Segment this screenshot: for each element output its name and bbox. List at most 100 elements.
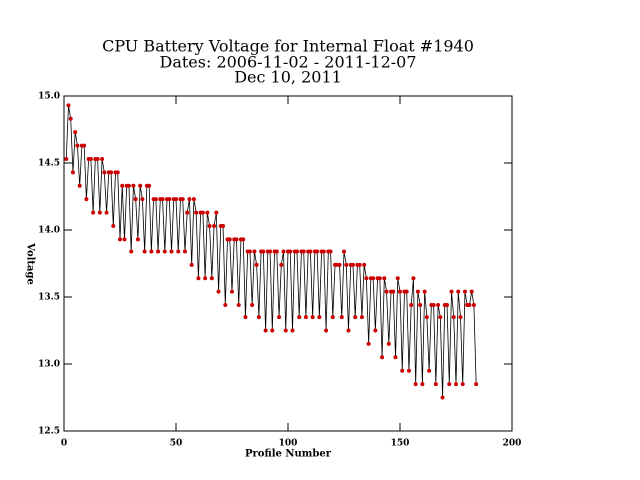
data-point [88, 156, 93, 161]
data-point [357, 262, 362, 267]
data-point [209, 276, 214, 281]
data-point [102, 170, 107, 175]
data-point [250, 303, 255, 308]
data-point [290, 328, 295, 333]
data-point [254, 262, 259, 267]
data-point [467, 303, 472, 308]
data-point [283, 328, 288, 333]
data-point [462, 289, 467, 294]
data-point [169, 249, 174, 254]
data-point [386, 341, 391, 346]
data-point [227, 237, 232, 242]
data-point [353, 315, 358, 320]
data-point [247, 249, 252, 254]
data-point [153, 197, 158, 202]
data-point [391, 289, 396, 294]
data-point [471, 303, 476, 308]
data-point [187, 197, 192, 202]
data-point [180, 197, 185, 202]
data-point [438, 315, 443, 320]
data-point [205, 210, 210, 215]
y-tick-label: 14.5 [38, 159, 60, 169]
data-point [393, 355, 398, 360]
x-tick-label: 100 [279, 439, 298, 449]
data-point [203, 276, 208, 281]
data-point [194, 210, 199, 215]
data-point [409, 303, 414, 308]
data-point [176, 249, 181, 254]
data-point [97, 210, 102, 215]
data-point [115, 170, 120, 175]
data-point [84, 197, 89, 202]
data-point [458, 315, 463, 320]
data-point [315, 249, 320, 254]
y-tick-label: 13.0 [38, 360, 60, 370]
data-line [65, 105, 477, 398]
data-point [191, 197, 196, 202]
data-point [212, 223, 217, 228]
data-point [138, 183, 143, 188]
data-point [109, 170, 114, 175]
data-point [133, 197, 138, 202]
data-point [384, 289, 389, 294]
data-point [73, 130, 78, 135]
data-point [436, 303, 441, 308]
data-point [380, 355, 385, 360]
data-point [66, 103, 71, 108]
data-point [221, 223, 226, 228]
data-point [135, 237, 140, 242]
y-tick-label: 12.5 [38, 427, 60, 437]
data-point [364, 276, 369, 281]
data-point [377, 276, 382, 281]
data-point [373, 328, 378, 333]
data-point [418, 303, 423, 308]
y-tick-label: 13.5 [38, 293, 60, 303]
data-point [317, 315, 322, 320]
data-point [268, 249, 273, 254]
data-point [420, 382, 425, 387]
data-point [431, 303, 436, 308]
x-tick-label: 0 [61, 439, 67, 449]
data-point [279, 262, 284, 267]
x-tick-label: 50 [170, 439, 183, 449]
y-tick-label: 15.0 [38, 92, 60, 102]
data-point [174, 197, 178, 202]
data-point [167, 197, 172, 202]
data-point [91, 210, 96, 215]
data-point [243, 315, 248, 320]
x-tick-label: 200 [503, 439, 522, 449]
data-point [415, 289, 420, 294]
data-point [301, 249, 306, 254]
data-point [95, 156, 100, 161]
data-point [129, 249, 134, 254]
data-point [310, 315, 315, 320]
data-point [400, 368, 405, 373]
y-tick-label: 14.0 [38, 226, 60, 236]
data-point [342, 249, 346, 254]
data-point [330, 315, 335, 320]
data-point [398, 289, 402, 294]
data-point [366, 341, 371, 346]
data-point [234, 237, 239, 242]
data-point [344, 262, 349, 267]
data-point [216, 289, 221, 294]
data-point [474, 382, 479, 387]
y-axis-label: Voltage [25, 242, 36, 285]
data-point [445, 303, 450, 308]
data-point [324, 328, 329, 333]
data-point [451, 315, 456, 320]
data-point [207, 223, 212, 228]
data-point [162, 249, 167, 254]
data-point [454, 382, 458, 387]
data-point [149, 249, 154, 254]
data-point [281, 249, 286, 254]
data-point [120, 183, 125, 188]
data-point [337, 262, 342, 267]
data-point [236, 303, 241, 308]
data-point [339, 315, 344, 320]
data-point [424, 315, 429, 320]
data-point [131, 183, 136, 188]
data-point [303, 315, 308, 320]
data-point [422, 289, 427, 294]
data-point [359, 315, 364, 320]
